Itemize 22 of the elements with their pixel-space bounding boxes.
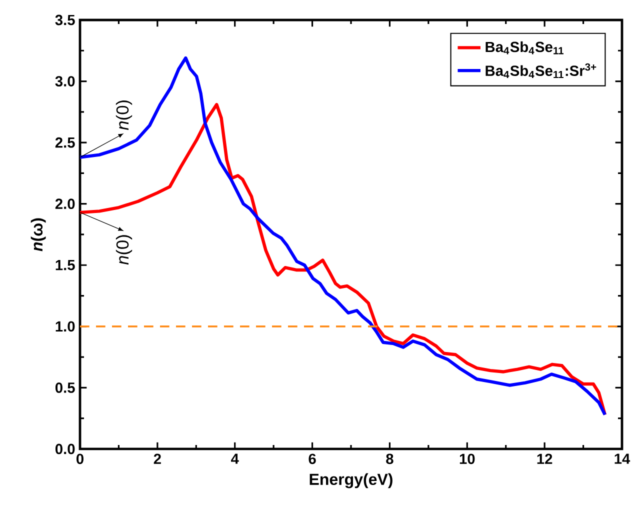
y-tick-label: 1.0 bbox=[56, 321, 75, 332]
x-axis-title: Energy(eV) bbox=[310, 473, 392, 488]
y-tick-label: 2.0 bbox=[55, 198, 75, 210]
y-tick-label: 2.5 bbox=[55, 137, 75, 148]
legend-label: Ba$_{4}$Sb$_{4}$Se$_{11}$:Sr$^{3+}$ bbox=[486, 63, 596, 78]
x-tick-label: 0 bbox=[76, 454, 84, 464]
x-tick-label: 14 bbox=[614, 454, 630, 464]
y-tick-label: 1.5 bbox=[56, 260, 75, 270]
x-tick-label: 8 bbox=[386, 454, 394, 464]
x-tick-label: 6 bbox=[308, 454, 316, 464]
x-tick-label: 4 bbox=[231, 454, 239, 464]
x-tick-label: 10 bbox=[460, 454, 475, 464]
y-tick-label: 0.5 bbox=[55, 382, 75, 393]
y-tick-label: 3.5 bbox=[55, 14, 75, 26]
annotation: n(0) bbox=[116, 235, 132, 265]
y-tick-label: 0.0 bbox=[55, 444, 75, 454]
y-axis-title: n(ω) bbox=[30, 218, 46, 252]
y-tick-label: 3.0 bbox=[55, 76, 75, 86]
x-tick-label: 2 bbox=[154, 454, 161, 464]
x-tick-label: 12 bbox=[537, 454, 552, 464]
legend-label: Ba$_{4}$Sb$_{4}$Se$_{11}$ bbox=[486, 41, 564, 54]
annotation: n(0) bbox=[116, 100, 132, 130]
